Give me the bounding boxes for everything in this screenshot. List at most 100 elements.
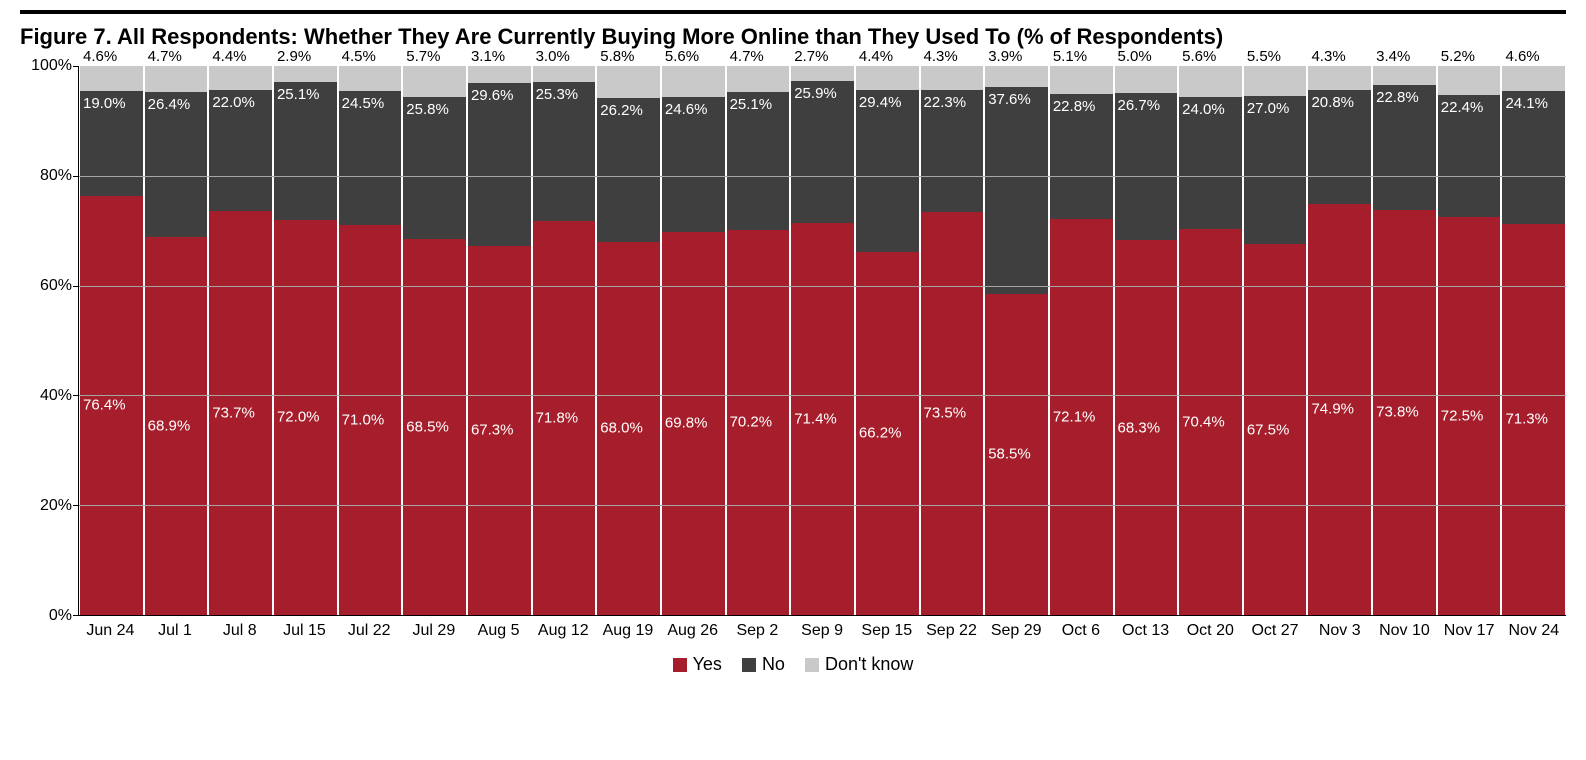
segment-label: 72.1% — [1053, 409, 1096, 426]
segment-dont_know: 3.4% — [1373, 66, 1436, 85]
segment-label: 71.8% — [536, 410, 579, 427]
segment-label: 71.3% — [1505, 411, 1548, 428]
segment-label: 3.0% — [536, 48, 570, 65]
segment-dont_know: 4.5% — [339, 66, 402, 91]
segment-label: 4.7% — [730, 48, 764, 65]
segment-label: 68.3% — [1118, 419, 1161, 436]
segment-no: 22.4% — [1438, 95, 1501, 218]
segment-dont_know: 5.8% — [597, 66, 660, 98]
bar: 5.6% 24.6% 69.8% — [661, 66, 726, 615]
segment-yes: 76.4% — [80, 196, 143, 615]
segment-label: 5.8% — [600, 48, 634, 65]
segment-label: 67.3% — [471, 422, 514, 439]
segment-label: 29.6% — [471, 87, 514, 104]
segment-label: 73.5% — [924, 405, 967, 422]
segment-no: 24.0% — [1179, 97, 1242, 229]
segment-label: 4.4% — [859, 48, 893, 65]
legend-swatch — [673, 658, 687, 672]
segment-yes: 71.3% — [1502, 224, 1565, 615]
x-axis-label: Aug 5 — [466, 622, 531, 640]
bar: 5.6%24.0%70.4% — [1178, 66, 1243, 615]
segment-no: 29.4% — [856, 90, 919, 251]
legend-item-yes: Yes — [673, 654, 722, 675]
segment-no: 25.9% — [791, 81, 854, 223]
chart-area: 0%20%40%60%80%100% 4.6%19.0%76.4%4.7%26.… — [20, 66, 1566, 640]
segment-label: 26.4% — [148, 96, 191, 113]
segment-no: 25.3% — [533, 82, 596, 221]
segment-label: 5.0% — [1118, 48, 1152, 65]
y-axis-label: 0% — [49, 607, 72, 625]
segment-no: 37.6% — [985, 87, 1048, 293]
segment-label: 68.5% — [406, 418, 449, 435]
segment-dont_know: 3.9% — [985, 66, 1048, 87]
y-axis-label: 100% — [31, 57, 72, 75]
segment-yes: 67.3% — [468, 246, 531, 615]
segment-label: 22.0% — [212, 94, 255, 111]
segment-no: 22.8% — [1050, 94, 1113, 219]
segment-label: 29.4% — [859, 94, 902, 111]
bar: 3.1% 29.6% 67.3% — [467, 66, 532, 615]
segment-label: 68.9% — [148, 417, 191, 434]
segment-dont_know: 5.6% — [662, 66, 725, 97]
segment-dont_know: 2.9% — [274, 66, 337, 82]
legend-label: Don't know — [825, 654, 913, 675]
bar: 5.0%26.7%68.3% — [1114, 66, 1179, 615]
figure-container: Figure 7. All Respondents: Whether They … — [0, 0, 1586, 760]
segment-label: 71.4% — [794, 411, 837, 428]
x-axis-label: Sep 22 — [919, 622, 984, 640]
bar: 5.7%25.8%68.5% — [402, 66, 467, 615]
x-axis-label: Oct 13 — [1113, 622, 1178, 640]
segment-dont_know: 3.1% — [468, 66, 531, 83]
segment-label: 72.0% — [277, 409, 320, 426]
segment-no: 22.0% — [209, 90, 272, 211]
segment-label: 2.9% — [277, 48, 311, 65]
bar: 2.7%25.9%71.4% — [790, 66, 855, 615]
bar: 4.6%19.0%76.4% — [79, 66, 144, 615]
segment-dont_know: 5.0% — [1115, 66, 1178, 93]
segment-label: 25.8% — [406, 101, 449, 118]
segment-label: 24.1% — [1505, 95, 1548, 112]
segment-label: 5.2% — [1441, 48, 1475, 65]
segment-label: 25.1% — [730, 96, 773, 113]
bar: 4.6%24.1%71.3% — [1501, 66, 1566, 615]
segment-label: 68.0% — [600, 420, 643, 437]
segment-label: 4.6% — [83, 48, 117, 65]
segment-dont_know: 5.1% — [1050, 66, 1113, 94]
x-axis-label: Aug 19 — [596, 622, 661, 640]
segment-label: 73.7% — [212, 404, 255, 421]
segment-no: 26.4% — [145, 92, 208, 237]
segment-label: 2.7% — [794, 48, 828, 65]
y-axis-tick — [73, 66, 79, 67]
segment-dont_know: 4.4% — [856, 66, 919, 90]
segment-no: 24.6% — [662, 97, 725, 232]
legend-label: Yes — [693, 654, 722, 675]
x-axis: Jun 24Jul 1Jul 8Jul 15Jul 22Jul 29Aug 5A… — [78, 622, 1566, 640]
gridline — [79, 505, 1566, 506]
bar: 5.1%22.8% 72.1% — [1049, 66, 1114, 615]
segment-label: 3.4% — [1376, 48, 1410, 65]
bar: 5.8%26.2%68.0% — [596, 66, 661, 615]
segment-yes: 69.8% — [662, 232, 725, 615]
segment-label: 5.5% — [1247, 48, 1281, 65]
segment-yes: 74.9% — [1308, 204, 1371, 615]
x-axis-label: Oct 6 — [1049, 622, 1114, 640]
segment-yes: 73.8% — [1373, 210, 1436, 615]
segment-dont_know: 3.0% — [533, 66, 596, 82]
legend: YesNoDon't know — [20, 654, 1566, 677]
x-axis-label: Aug 12 — [531, 622, 596, 640]
segment-label: 22.4% — [1441, 99, 1484, 116]
segment-label: 4.5% — [342, 48, 376, 65]
x-axis-label: Jul 15 — [272, 622, 337, 640]
x-axis-label: Jul 8 — [207, 622, 272, 640]
segment-yes: 72.1% — [1050, 219, 1113, 615]
segment-label: 70.4% — [1182, 413, 1225, 430]
segment-label: 4.3% — [924, 48, 958, 65]
segment-dont_know: 4.7% — [145, 66, 208, 92]
segment-label: 24.6% — [665, 101, 708, 118]
segment-yes: 72.0% — [274, 220, 337, 615]
segment-no: 24.5% — [339, 91, 402, 226]
segment-label: 25.9% — [794, 85, 837, 102]
segment-yes: 71.0% — [339, 225, 402, 615]
segment-yes: 71.4% — [791, 223, 854, 615]
segment-label: 70.2% — [730, 414, 773, 431]
